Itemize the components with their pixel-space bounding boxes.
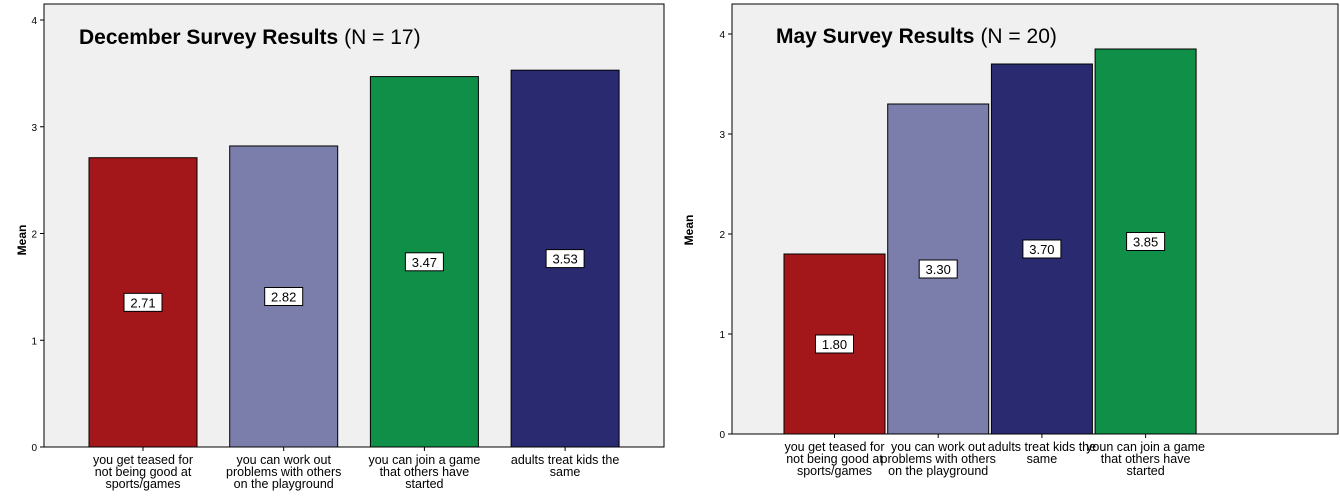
category-label-line: youn can join a game: [1086, 440, 1205, 454]
y-tick-label: 4: [719, 30, 725, 41]
category-label-line: on the playground: [888, 464, 988, 478]
category-label-line: that others have: [1101, 452, 1191, 466]
chart-title: December Survey Results (N = 17): [79, 26, 421, 49]
y-tick-label: 0: [719, 430, 725, 441]
chart-title-n: (N = 20): [980, 25, 1056, 48]
category-label-line: problems with others: [226, 465, 341, 479]
data-label-box: [123, 292, 163, 312]
category-label-line: adults treat kids the: [988, 440, 1096, 454]
y-tick-label: 2: [719, 230, 725, 241]
y-tick-label: 1: [719, 330, 725, 341]
data-label-box: [1022, 239, 1062, 259]
may-chart: 0 1 2 3 4 Mean May Survey Results (N = 20) 1.80 y…: [682, 3, 1339, 478]
category-label-line: on the playground: [234, 477, 334, 491]
category-label: you can work out problems with others on t…: [226, 453, 341, 491]
category-label: you can join a game that others have start…: [368, 453, 480, 491]
data-label: 3.47: [412, 255, 437, 270]
data-label: 3.30: [926, 262, 951, 277]
category-label: you get teased for not being good at sport…: [784, 440, 884, 478]
category-label-line: same: [550, 465, 581, 479]
category-label-line: you get teased for: [93, 453, 193, 467]
chart-title-main: May Survey Results: [776, 25, 974, 48]
category-label-line: you get teased for: [784, 440, 884, 454]
category-label-line: adults treat kids the: [511, 453, 619, 467]
data-label: 3.85: [1133, 235, 1158, 250]
y-tick-label: 1: [31, 336, 37, 347]
y-tick-label: 3: [31, 123, 37, 134]
category-label-line: sports/games: [797, 464, 872, 478]
y-tick-label: 0: [31, 443, 37, 454]
category-label-line: you can join a game: [368, 453, 480, 467]
data-label: 3.70: [1029, 242, 1054, 257]
category-label-line: you can work out: [891, 440, 986, 454]
y-axis-label: Mean: [15, 225, 29, 256]
data-label-box: [264, 286, 304, 306]
december-chart: 0 1 2 3 4 Mean December Survey Results (N = 17)…: [15, 3, 665, 491]
category-label: adults treat kids the same: [988, 440, 1096, 466]
y-tick-label: 3: [719, 130, 725, 141]
data-label-box: [404, 252, 444, 272]
data-label-box: [918, 259, 958, 279]
category-label-line: that others have: [380, 465, 470, 479]
category-label: you get teased for not being good at sport…: [93, 453, 193, 491]
category-label-line: sports/games: [105, 477, 180, 491]
category-label: youn can join a game that others have star…: [1086, 440, 1205, 478]
chart-title: May Survey Results (N = 20): [776, 25, 1057, 48]
category-label: adults treat kids the same: [511, 453, 619, 479]
data-label-box: [545, 249, 585, 269]
y-axis-label: Mean: [682, 215, 696, 246]
category-label-line: started: [1126, 464, 1164, 478]
category-label-line: same: [1027, 452, 1058, 466]
category-label-line: not being good at: [786, 452, 883, 466]
category-label-line: problems with others: [881, 452, 996, 466]
data-label-box: [815, 334, 854, 354]
y-tick-label: 4: [31, 16, 37, 27]
data-label: 2.71: [130, 295, 155, 310]
data-label: 3.53: [552, 252, 577, 267]
category-label: you can work out problems with others on t…: [881, 440, 996, 478]
category-label-line: started: [405, 477, 443, 491]
data-label: 1.80: [822, 337, 847, 352]
data-label-box: [1126, 232, 1166, 251]
chart-title-main: December Survey Results: [79, 26, 338, 49]
chart-title-n: (N = 17): [344, 26, 420, 49]
data-label: 2.82: [271, 289, 296, 304]
category-label-line: not being good at: [95, 465, 192, 479]
category-label-line: you can work out: [236, 453, 331, 467]
y-tick-label: 2: [31, 230, 37, 241]
